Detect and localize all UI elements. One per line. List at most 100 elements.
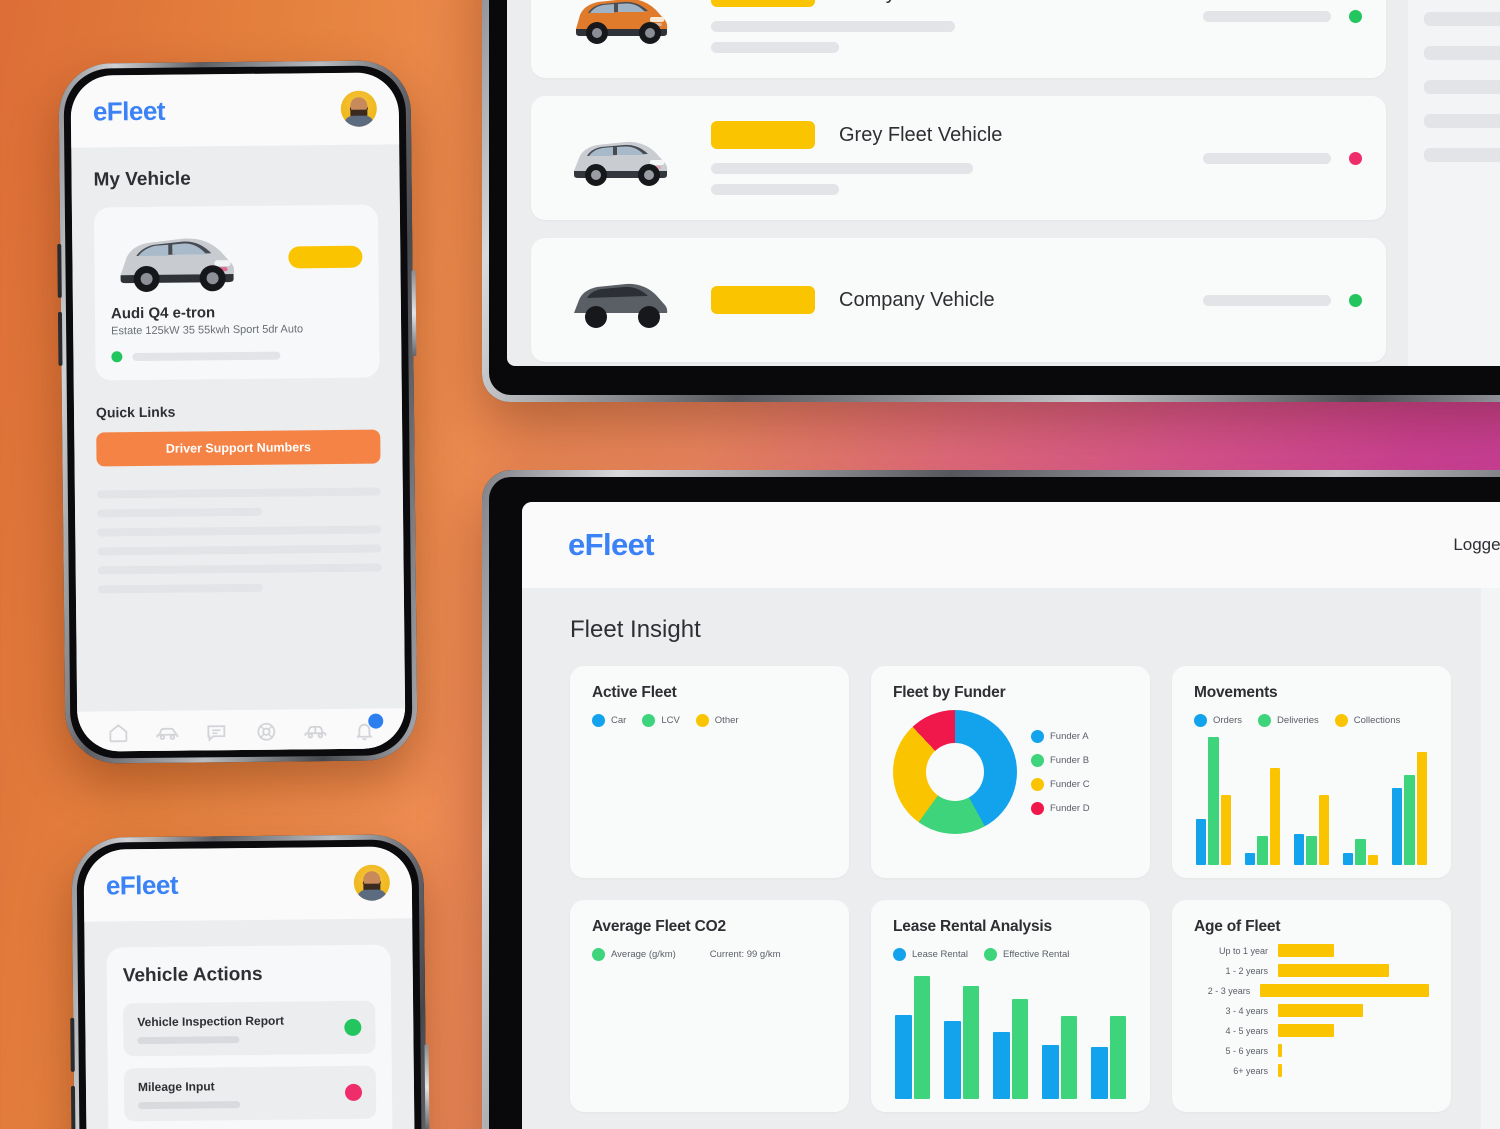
avatar[interactable] bbox=[340, 90, 378, 127]
bar bbox=[913, 976, 930, 1099]
driver-support-numbers-button[interactable]: Driver Support Numbers bbox=[96, 429, 381, 467]
app-logo[interactable]: eFleet bbox=[568, 527, 655, 562]
bar bbox=[1042, 1045, 1059, 1099]
vehicle-card[interactable]: Grey Fleet Vehicle bbox=[531, 96, 1386, 220]
vehicle-title: Company Vehicle bbox=[839, 288, 995, 311]
legend-item: Effective Rental bbox=[983, 948, 1069, 961]
bar-group bbox=[1245, 737, 1280, 865]
legend-item: LCV bbox=[642, 714, 680, 727]
bar-group bbox=[1294, 737, 1329, 865]
status-dot bbox=[1349, 9, 1362, 23]
volume-up-button[interactable] bbox=[57, 243, 62, 298]
action-label: Vehicle Inspection Report bbox=[137, 1013, 285, 1030]
legend-swatch-icon bbox=[1031, 729, 1044, 743]
chart-title: Age of Fleet bbox=[1194, 918, 1281, 935]
legend-swatch-icon bbox=[1258, 714, 1272, 727]
bar bbox=[1343, 853, 1354, 865]
volume-down-button[interactable] bbox=[57, 311, 63, 366]
donut-chart bbox=[893, 710, 1017, 834]
vehicle-detail-skeleton bbox=[711, 163, 1176, 195]
legend-item: Funder C bbox=[1031, 777, 1090, 791]
bar bbox=[1306, 835, 1317, 865]
tab-support[interactable] bbox=[251, 720, 282, 752]
bar bbox=[1416, 752, 1427, 865]
legend-item: Lease Rental bbox=[893, 948, 968, 961]
chart-card-movements[interactable]: Movements Orders Deliveries Collections bbox=[1172, 666, 1451, 878]
tab-notifications[interactable] bbox=[349, 713, 384, 752]
action-subtext-skeleton bbox=[137, 1036, 240, 1045]
status-dot bbox=[1349, 151, 1362, 165]
phone-home: eFleet My Vehicle bbox=[57, 60, 418, 764]
bell-icon bbox=[356, 723, 374, 741]
chart-card-age-of-fleet[interactable]: Age of Fleet Up to 1 year 1 - 2 years 2 - … bbox=[1172, 900, 1451, 1112]
bar bbox=[993, 1032, 1010, 1099]
chart-card-active-fleet[interactable]: Active Fleet Car LCV Other bbox=[570, 666, 849, 878]
power-button[interactable] bbox=[424, 1044, 430, 1129]
action-row-mileage-input[interactable]: Mileage Input bbox=[123, 1065, 377, 1122]
bar bbox=[1278, 1004, 1364, 1017]
bar bbox=[1269, 767, 1280, 865]
notification-badge bbox=[368, 713, 384, 729]
bar-group bbox=[993, 971, 1028, 1099]
status-dot bbox=[344, 1018, 362, 1037]
tab-fleet[interactable] bbox=[300, 719, 331, 752]
chart-title: Lease Rental Analysis bbox=[893, 918, 1052, 935]
avatar[interactable] bbox=[353, 864, 391, 901]
vehicle-meta-skeleton bbox=[1203, 10, 1331, 22]
bar bbox=[895, 1014, 912, 1099]
bar-group bbox=[944, 971, 979, 1099]
chart-plot-area bbox=[893, 971, 1128, 1099]
my-vehicle-card[interactable]: Audi Q4 e-tron Estate 125kW 35 55kwh Spo… bbox=[93, 204, 380, 381]
legend-swatch-icon bbox=[983, 948, 997, 961]
content-skeleton bbox=[96, 487, 382, 594]
tab-vehicles[interactable] bbox=[152, 721, 183, 752]
chart-card-fleet-by-funder[interactable]: Fleet by Funder Funder A Funder B Funder… bbox=[871, 666, 1150, 878]
app-logo[interactable]: eFleet bbox=[105, 869, 179, 901]
legend-item: Funder D bbox=[1031, 801, 1090, 815]
chat-icon bbox=[207, 725, 226, 742]
chart-plot-area bbox=[592, 971, 827, 1099]
volume-down-button[interactable] bbox=[70, 1085, 76, 1129]
section-title-my-vehicle: My Vehicle bbox=[93, 168, 191, 191]
chart-card-lease-rental-analysis[interactable]: Lease Rental Analysis Lease Rental Effec… bbox=[871, 900, 1150, 1112]
bar-row: 6+ years bbox=[1194, 1064, 1429, 1077]
silver-hatchback-icon bbox=[555, 127, 683, 189]
app-logo[interactable]: eFleet bbox=[92, 95, 166, 127]
vehicle-status-badge bbox=[288, 245, 363, 269]
vehicle-list-sidebar bbox=[1408, 0, 1500, 366]
power-button[interactable] bbox=[411, 270, 417, 357]
category-label: 6+ years bbox=[1233, 1065, 1268, 1076]
legend-item: Funder B bbox=[1031, 753, 1090, 767]
chart-legend: Funder A Funder B Funder C Funder D bbox=[1031, 729, 1090, 815]
phone-header: eFleet bbox=[70, 72, 400, 148]
bar bbox=[1404, 775, 1415, 865]
action-row-inspection-report[interactable]: Vehicle Inspection Report bbox=[123, 1000, 376, 1057]
chart-title: Active Fleet bbox=[592, 684, 677, 701]
volume-up-button[interactable] bbox=[70, 1017, 75, 1072]
chart-legend: Car LCV Other bbox=[592, 714, 827, 727]
legend-swatch-icon bbox=[1334, 714, 1348, 727]
legend-item: Collections bbox=[1334, 714, 1400, 727]
bar-row: 5 - 6 years bbox=[1194, 1044, 1429, 1057]
bar bbox=[1294, 834, 1305, 865]
tab-messages[interactable] bbox=[201, 720, 232, 752]
vehicle-type-badge bbox=[711, 121, 815, 149]
status-dot bbox=[111, 351, 123, 363]
chart-legend: Average (g/km) Current: 99 g/km bbox=[592, 948, 827, 961]
tab-home[interactable] bbox=[103, 721, 133, 752]
vehicle-name: Audi Q4 e-tron bbox=[110, 304, 216, 323]
tablet-screen-dashboard: eFleet Logged in Fleet Insight Active Fl… bbox=[522, 502, 1500, 1129]
category-label: 5 - 6 years bbox=[1225, 1045, 1268, 1056]
tablet-dashboard: eFleet Logged in Fleet Insight Active Fl… bbox=[482, 470, 1500, 1129]
legend-swatch-icon bbox=[1031, 801, 1044, 815]
car-side-icon bbox=[156, 727, 179, 741]
vehicle-card[interactable]: Company Vehicle bbox=[531, 238, 1386, 362]
legend-swatch-icon bbox=[1194, 714, 1207, 727]
vehicle-card[interactable]: Salary Sacrifice Vehicle bbox=[531, 0, 1386, 78]
chart-card-average-fleet-co2[interactable]: Average Fleet CO2 Average (g/km) Current… bbox=[570, 900, 849, 1112]
bar-row: 4 - 5 years bbox=[1194, 1024, 1429, 1037]
bar bbox=[1318, 794, 1329, 865]
bar bbox=[962, 986, 979, 1099]
dashboard-sidebar bbox=[1481, 588, 1500, 1129]
vehicle-detail-skeleton bbox=[711, 21, 1176, 53]
